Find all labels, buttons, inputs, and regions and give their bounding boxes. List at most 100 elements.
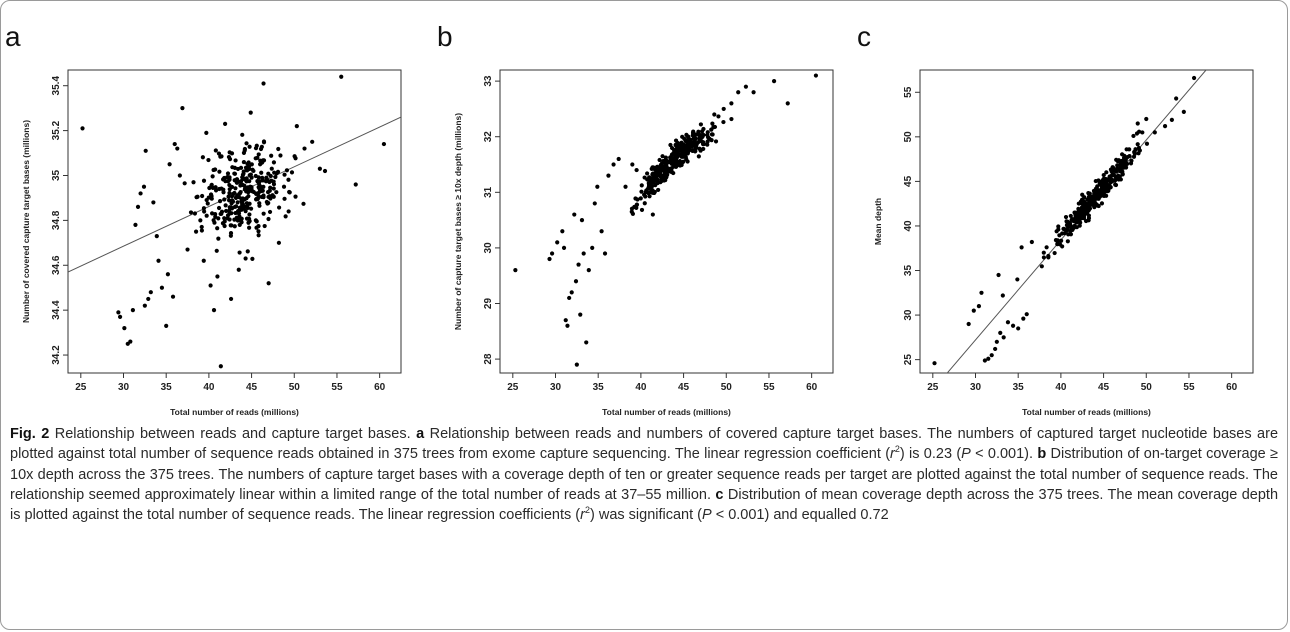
plot-frame: [919, 69, 1254, 374]
data-point: [686, 148, 691, 153]
x-tick-label: 45: [1098, 382, 1110, 393]
data-point: [660, 154, 665, 159]
data-point: [979, 290, 984, 295]
data-point: [250, 188, 255, 194]
data-point: [1056, 224, 1061, 229]
data-point: [239, 220, 244, 225]
data-point: [240, 202, 245, 207]
x-tick-label: 35: [161, 382, 173, 393]
data-point: [1063, 214, 1069, 220]
caption-text: < 0.001) and equalled 0.72: [711, 507, 889, 524]
data-point: [716, 114, 721, 119]
data-point: [247, 166, 252, 172]
data-point: [233, 204, 239, 209]
data-point: [217, 186, 222, 192]
data-points: [513, 73, 819, 367]
data-point: [1100, 187, 1105, 192]
data-point: [268, 185, 273, 190]
data-point: [1073, 216, 1078, 221]
data-point: [743, 84, 749, 89]
data-point: [655, 164, 660, 169]
data-point: [228, 223, 233, 228]
data-point: [705, 142, 710, 147]
data-point: [353, 182, 358, 187]
data-point: [222, 216, 227, 221]
data-point: [261, 139, 267, 144]
data-point: [1100, 180, 1105, 186]
data-point: [302, 146, 307, 151]
data-point: [265, 190, 271, 195]
data-point: [135, 204, 141, 210]
data-point: [1127, 147, 1132, 152]
data-points: [80, 74, 387, 369]
data-point: [721, 106, 726, 112]
data-point: [251, 168, 256, 174]
data-point: [248, 184, 253, 189]
caption-panel-b-label: b: [1037, 446, 1047, 463]
data-point: [276, 146, 281, 152]
y-tick-label: 34.6: [51, 255, 62, 275]
data-point: [191, 180, 196, 185]
data-point: [282, 196, 287, 201]
data-point: [1090, 199, 1095, 204]
data-point: [268, 173, 273, 179]
data-point: [253, 197, 259, 202]
data-point: [254, 225, 259, 230]
data-point: [602, 251, 608, 256]
data-point: [209, 196, 214, 201]
data-point: [569, 290, 574, 295]
data-point: [1115, 163, 1120, 168]
data-point: [687, 138, 693, 143]
data-point: [269, 153, 274, 158]
plot-frame: [67, 69, 402, 374]
data-point: [233, 186, 238, 191]
data-point: [1082, 212, 1087, 217]
data-point: [555, 240, 560, 245]
x-axis-label: Total number of reads (millions): [170, 407, 299, 417]
data-point: [1052, 250, 1057, 256]
y-tick-label: 35.2: [51, 120, 62, 140]
data-point: [996, 272, 1001, 278]
data-point: [246, 187, 252, 193]
data-point: [259, 160, 264, 166]
data-point: [709, 127, 714, 132]
data-point: [286, 177, 291, 182]
panel-letter: c: [857, 21, 871, 52]
x-tick-label: 40: [203, 382, 215, 393]
y-tick-label: 40: [903, 220, 914, 232]
data-point: [286, 209, 291, 214]
data-point: [982, 358, 987, 363]
x-axis-label: Total number of reads (millions): [1022, 407, 1151, 417]
caption-panel-b-text: Distribution of on-target coverage ≥ 10x…: [10, 446, 1279, 503]
data-point: [989, 353, 994, 358]
y-axis-label: Number of capture target bases ≥ 10x dep…: [453, 113, 463, 330]
y-tick-label: 34.2: [51, 345, 62, 365]
data-point: [222, 175, 227, 181]
data-point: [175, 146, 180, 151]
x-tick-label: 50: [1141, 382, 1153, 393]
data-point: [653, 183, 658, 188]
data-point: [310, 139, 315, 144]
data-point: [223, 121, 228, 126]
data-point: [1101, 172, 1106, 178]
x-tick-label: 35: [1013, 382, 1025, 393]
data-point: [1094, 190, 1099, 195]
data-point: [994, 339, 999, 344]
data-point: [222, 197, 227, 202]
data-point: [1125, 154, 1130, 160]
data-point: [932, 361, 937, 366]
data-point: [273, 174, 278, 180]
y-tick-label: 25: [903, 354, 914, 366]
y-tick-label: 34.4: [51, 300, 62, 320]
data-point: [208, 283, 213, 288]
data-point: [729, 101, 734, 106]
data-point: [188, 210, 194, 215]
data-point: [647, 194, 652, 199]
data-point: [1001, 335, 1006, 340]
data-point: [682, 136, 687, 141]
y-tick-label: 34.8: [51, 210, 62, 230]
data-point: [209, 183, 214, 188]
y-tick-label: 35.4: [51, 76, 62, 96]
x-tick-label: 40: [635, 382, 647, 393]
data-point: [986, 356, 991, 361]
